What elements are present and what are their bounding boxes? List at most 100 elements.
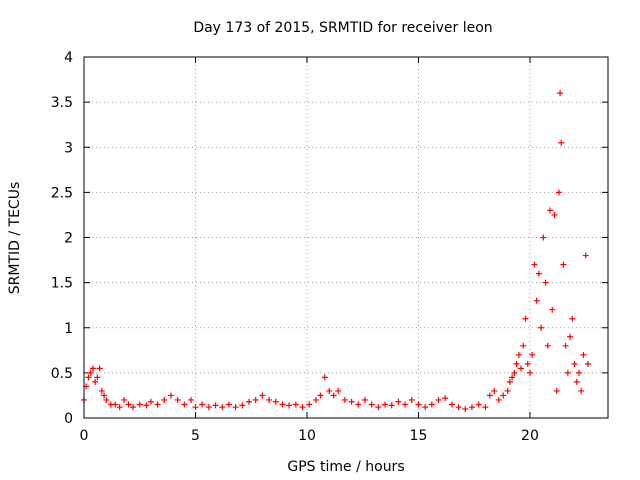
x-tick-label: 10 — [298, 428, 316, 444]
data-point — [448, 401, 455, 408]
data-point — [520, 342, 527, 349]
data-point — [584, 360, 591, 367]
data-point — [564, 369, 571, 376]
data-point — [542, 279, 549, 286]
data-point — [188, 396, 195, 403]
data-point — [555, 189, 562, 196]
data-point — [544, 342, 551, 349]
data-point — [199, 401, 206, 408]
data-point — [246, 398, 253, 405]
grid-layer — [84, 57, 608, 418]
data-point — [321, 374, 328, 381]
data-point — [130, 404, 137, 411]
data-point — [442, 395, 449, 402]
data-point — [161, 396, 168, 403]
data-point — [557, 90, 564, 97]
data-point — [415, 401, 422, 408]
data-point — [567, 333, 574, 340]
data-point — [368, 401, 375, 408]
data-point — [92, 378, 99, 385]
data-point — [518, 365, 525, 372]
data-point — [428, 401, 435, 408]
data-point — [317, 392, 324, 399]
data-point — [549, 306, 556, 313]
data-point — [506, 378, 513, 385]
y-tick-label: 1 — [64, 321, 73, 337]
data-point — [239, 402, 246, 409]
y-tick-label: 4 — [64, 50, 73, 66]
data-point — [192, 404, 199, 411]
data-point — [495, 396, 502, 403]
data-point — [435, 396, 442, 403]
x-tick-label: 15 — [410, 428, 428, 444]
data-point — [101, 392, 108, 399]
data-point — [266, 396, 273, 403]
data-point — [515, 351, 522, 358]
data-point — [529, 351, 536, 358]
data-point — [94, 374, 101, 381]
data-point — [98, 387, 105, 394]
data-point — [482, 404, 489, 411]
data-point — [181, 401, 188, 408]
data-point — [402, 401, 409, 408]
data-point — [225, 401, 232, 408]
data-point — [558, 139, 565, 146]
data-point — [500, 392, 507, 399]
data-point — [504, 387, 511, 394]
data-point — [553, 387, 560, 394]
data-point — [513, 360, 520, 367]
data-point — [580, 351, 587, 358]
data-point — [582, 252, 589, 259]
data-point — [511, 369, 518, 376]
data-point — [509, 374, 516, 381]
data-point — [395, 398, 402, 405]
data-point — [136, 401, 143, 408]
data-point — [112, 401, 119, 408]
data-point — [299, 404, 306, 411]
data-point — [272, 398, 279, 405]
x-axis-ticks: 0 5 10 15 20 — [80, 57, 539, 444]
data-point — [279, 401, 286, 408]
y-tick-label: 2.5 — [51, 185, 73, 201]
data-point — [312, 396, 319, 403]
data-point — [326, 387, 333, 394]
data-point — [562, 342, 569, 349]
data-point — [154, 401, 161, 408]
y-tick-label: 0 — [64, 411, 73, 427]
data-point — [335, 387, 342, 394]
data-point — [571, 360, 578, 367]
data-point — [422, 404, 429, 411]
y-axis-label: SRMTID / TECUs — [7, 182, 23, 295]
data-point — [85, 374, 92, 381]
data-point — [526, 369, 533, 376]
data-point — [147, 398, 154, 405]
data-point — [306, 401, 313, 408]
data-point — [292, 401, 299, 408]
x-axis-label: GPS time / hours — [287, 459, 404, 475]
plot-frame — [83, 56, 609, 419]
data-point — [167, 392, 174, 399]
data-point — [375, 404, 382, 411]
data-point — [569, 315, 576, 322]
x-tick-label: 20 — [521, 428, 539, 444]
data-point — [103, 396, 110, 403]
data-point — [475, 401, 482, 408]
x-tick-label: 5 — [191, 428, 200, 444]
data-point — [96, 365, 103, 372]
y-axis-ticks: 0 0.5 1 1.5 2 2.5 3 3.5 4 — [51, 50, 608, 427]
data-point — [205, 404, 212, 411]
data-point — [547, 207, 554, 214]
data-point — [252, 396, 259, 403]
data-point — [486, 392, 493, 399]
data-point — [87, 369, 94, 376]
data-point — [408, 396, 415, 403]
data-point — [348, 398, 355, 405]
y-tick-label: 3 — [64, 140, 73, 156]
data-point — [121, 396, 128, 403]
data-point — [125, 401, 132, 408]
data-point — [462, 405, 469, 412]
y-tick-label: 2 — [64, 231, 73, 247]
data-point — [330, 392, 337, 399]
data-point — [341, 396, 348, 403]
